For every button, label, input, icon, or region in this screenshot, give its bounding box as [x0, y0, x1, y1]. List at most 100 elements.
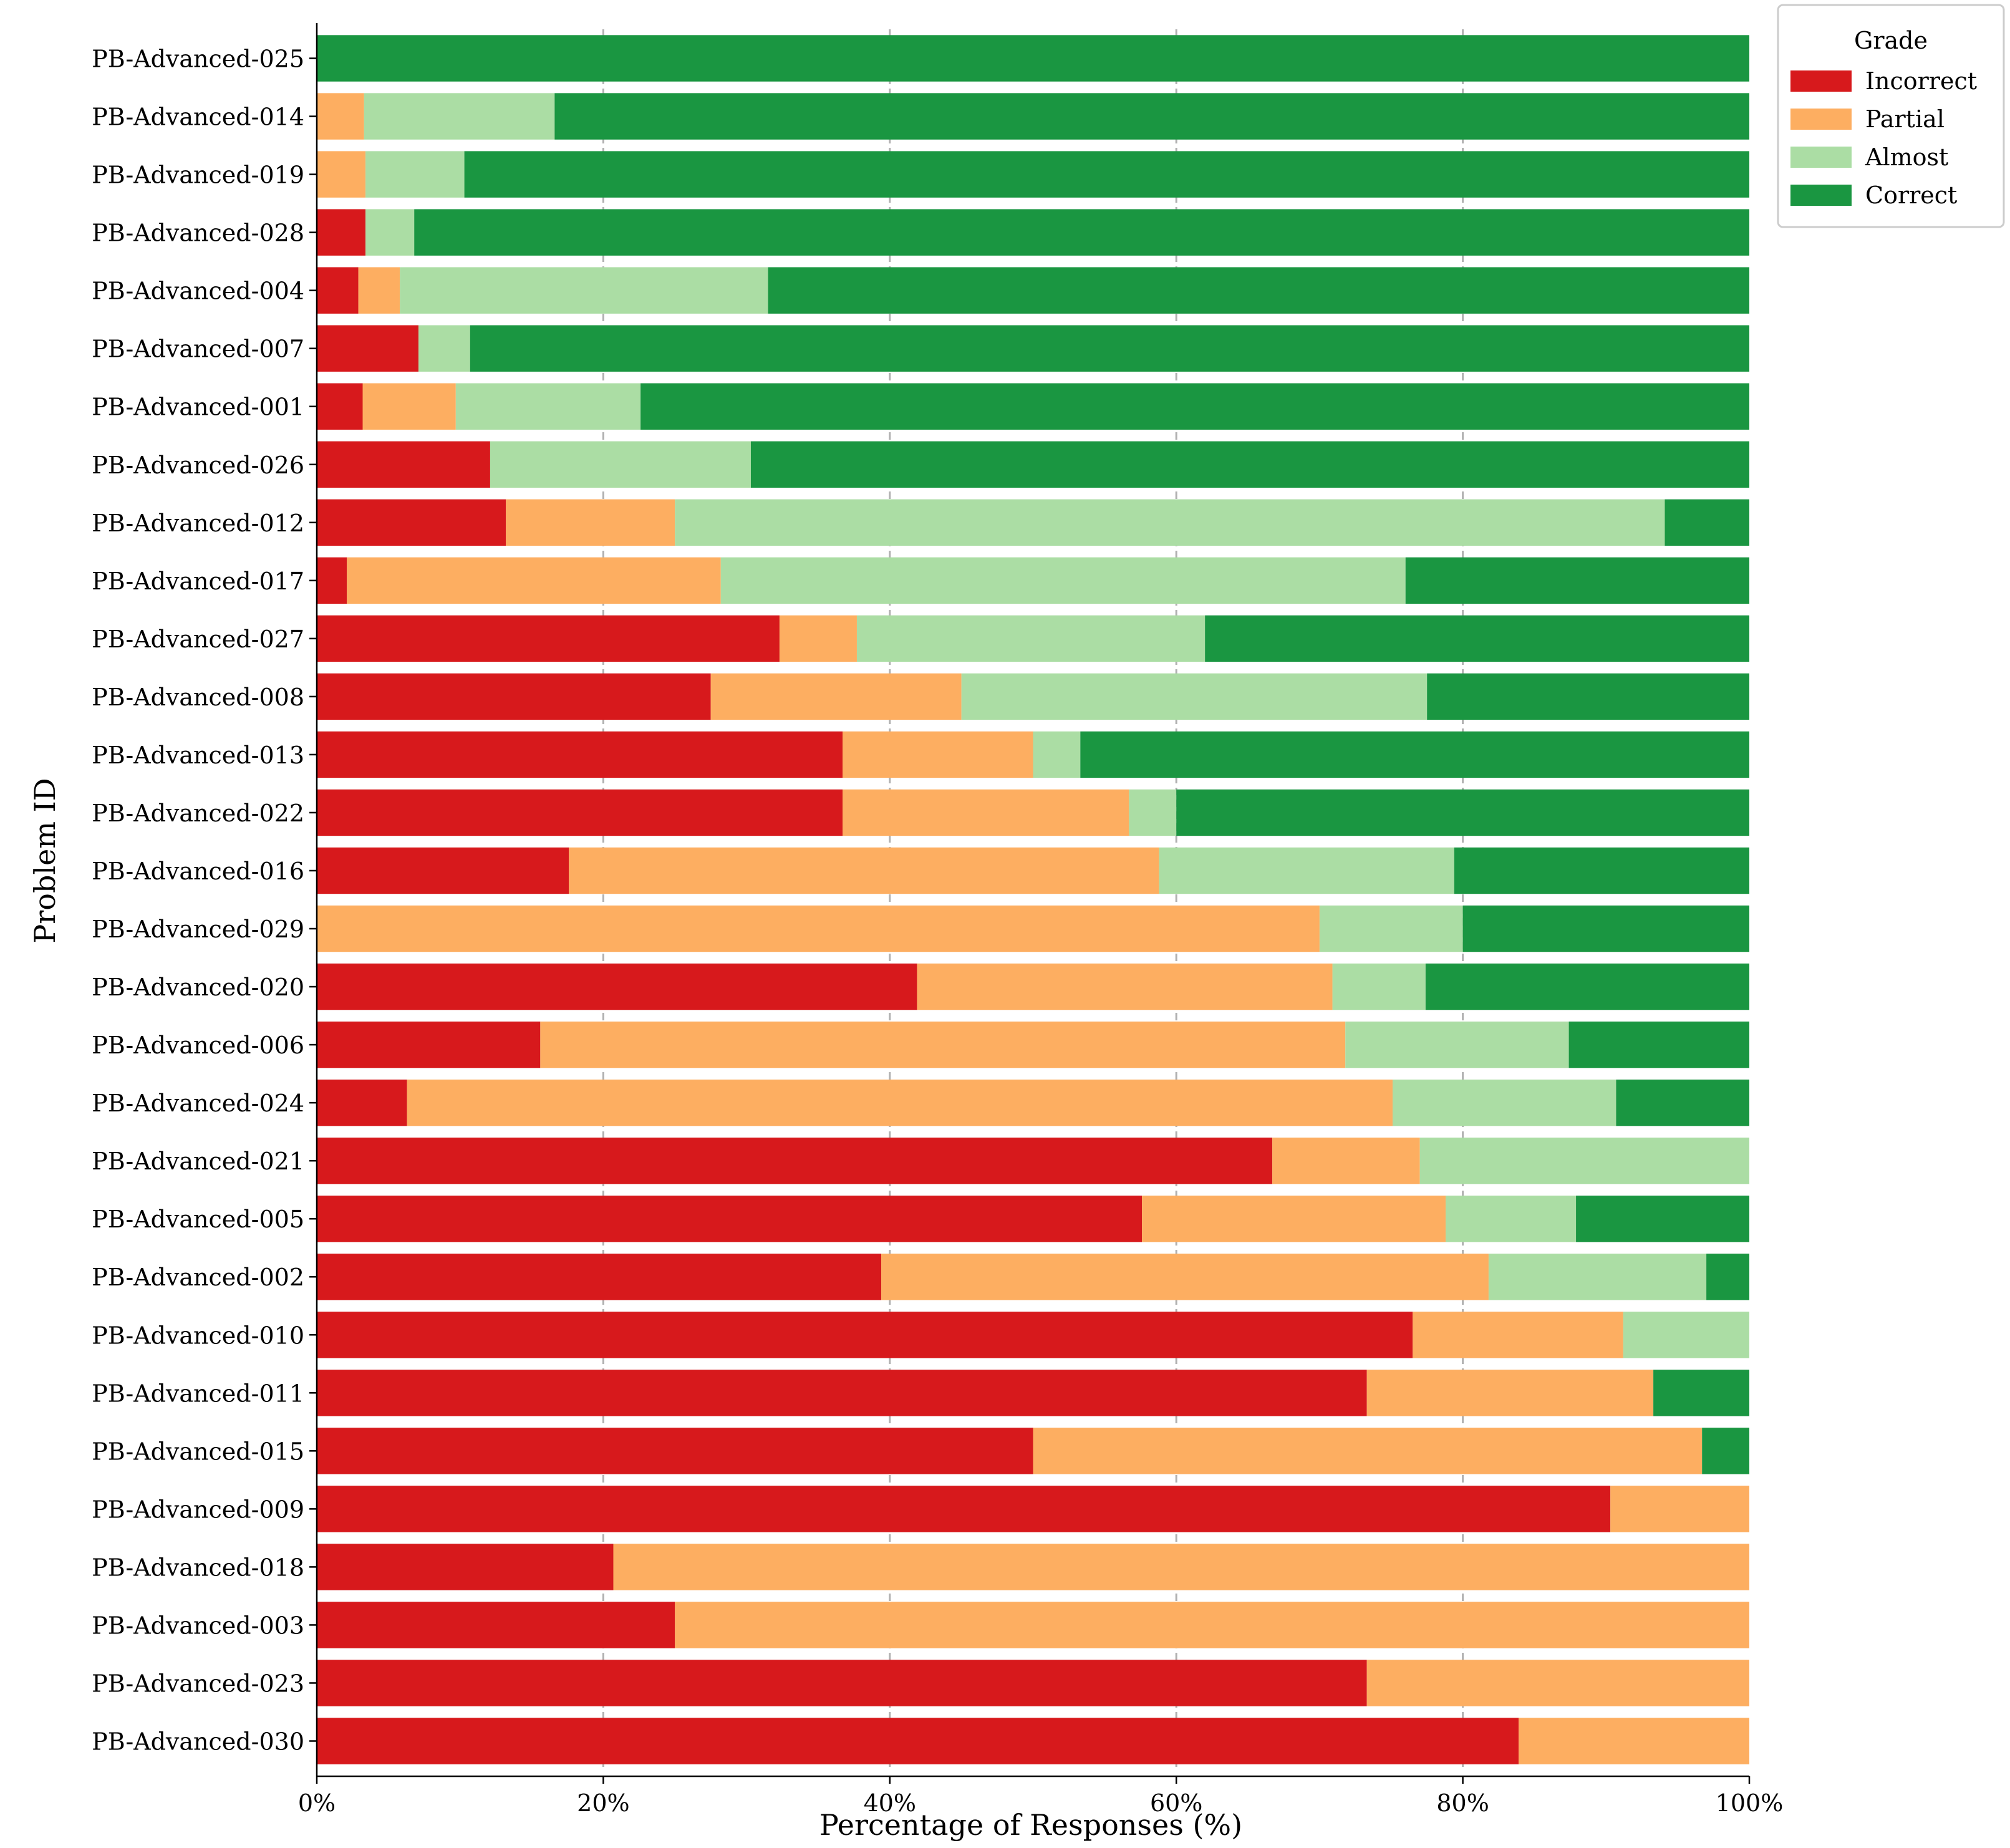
y-tick-label-PB-Advanced-006: PB-Advanced-006: [92, 1032, 304, 1059]
legend: Grade Incorrect Partial Almost Correct: [1777, 4, 2005, 228]
bar-PB-Advanced-022-correct: PB-Advanced-022 Correct: 40%: [1176, 789, 1749, 836]
bar-PB-Advanced-005-incorrect: PB-Advanced-005 Incorrect: 57.6%: [317, 1195, 1143, 1242]
y-axis-title: Problem ID: [28, 778, 62, 943]
bar-PB-Advanced-016-correct: PB-Advanced-016 Correct: 20.6%: [1454, 847, 1749, 894]
y-tick-label-PB-Advanced-025: PB-Advanced-025: [92, 46, 304, 73]
y-tick-label-PB-Advanced-027: PB-Advanced-027: [92, 626, 304, 653]
bar-PB-Advanced-029-correct: PB-Advanced-029 Correct: 20%: [1462, 905, 1749, 952]
bar-PB-Advanced-013-incorrect: PB-Advanced-013 Incorrect: 36.7%: [317, 731, 843, 778]
bar-PB-Advanced-002-partial: PB-Advanced-002 Partial: 42.4%: [881, 1254, 1489, 1300]
y-tick-label-PB-Advanced-024: PB-Advanced-024: [92, 1090, 304, 1117]
bar-PB-Advanced-024-partial: PB-Advanced-024 Partial: 68.8%: [407, 1079, 1393, 1126]
bar-PB-Advanced-019-correct: PB-Advanced-019 Correct: 89.7%: [464, 151, 1749, 198]
legend-swatch-almost: [1790, 147, 1852, 168]
bar-PB-Advanced-010-incorrect: PB-Advanced-010 Incorrect: 76.5%: [317, 1312, 1413, 1358]
bar-PB-Advanced-027-correct: PB-Advanced-027 Correct: 38%: [1205, 615, 1749, 662]
axes: [316, 23, 1749, 1778]
bar-PB-Advanced-007-incorrect: PB-Advanced-007 Incorrect: 7.1%: [317, 325, 419, 372]
bar-PB-Advanced-009-incorrect: PB-Advanced-009 Incorrect: 90.3%: [317, 1486, 1611, 1532]
bar-PB-Advanced-026-incorrect: PB-Advanced-026 Incorrect: 12.1%: [317, 441, 490, 488]
y-tick-label-PB-Advanced-029: PB-Advanced-029: [92, 916, 304, 943]
y-tick-label-PB-Advanced-016: PB-Advanced-016: [92, 858, 304, 885]
bar-PB-Advanced-015-partial: PB-Advanced-015 Partial: 46.7%: [1033, 1428, 1703, 1474]
bar-PB-Advanced-021-incorrect: PB-Advanced-021 Incorrect: 66.7%: [317, 1137, 1273, 1184]
bar-PB-Advanced-004-incorrect: PB-Advanced-004 Incorrect: 2.9%: [317, 267, 359, 314]
bar-PB-Advanced-009-partial: PB-Advanced-009 Partial: 9.7%: [1610, 1486, 1749, 1532]
bar-PB-Advanced-021-almost: PB-Advanced-021 Almost: 23%: [1419, 1137, 1749, 1184]
x-axis-title: Percentage of Responses (%): [819, 1808, 1242, 1842]
bar-PB-Advanced-028-correct: PB-Advanced-028 Correct: 93.2%: [414, 209, 1749, 256]
bar-PB-Advanced-010-partial: PB-Advanced-010 Partial: 14.7%: [1413, 1312, 1623, 1358]
legend-label-almost: Almost: [1865, 143, 1948, 171]
bar-PB-Advanced-002-almost: PB-Advanced-002 Almost: 15.2%: [1488, 1254, 1707, 1300]
x-tick-label-0: 0%: [298, 1789, 336, 1817]
y-tick-label-PB-Advanced-012: PB-Advanced-012: [92, 510, 304, 537]
bar-PB-Advanced-011-correct: PB-Advanced-011 Correct: 6.7%: [1653, 1370, 1749, 1416]
y-tick-label-PB-Advanced-015: PB-Advanced-015: [92, 1438, 304, 1465]
y-tick-label-PB-Advanced-003: PB-Advanced-003: [92, 1612, 304, 1639]
bar-PB-Advanced-012-partial: PB-Advanced-012 Partial: 11.8%: [506, 499, 675, 546]
bar-PB-Advanced-008-correct: PB-Advanced-008 Correct: 22.5%: [1427, 673, 1749, 720]
bar-PB-Advanced-003-incorrect: PB-Advanced-003 Incorrect: 25%: [317, 1602, 675, 1648]
x-tick-labels: 0% 20% 40% 60% 80% 100%: [298, 1776, 1783, 1817]
bar-PB-Advanced-013-partial: PB-Advanced-013 Partial: 13.3%: [842, 731, 1033, 778]
bar-PB-Advanced-005-almost: PB-Advanced-005 Almost: 9.1%: [1446, 1195, 1577, 1242]
bar-PB-Advanced-012-correct: PB-Advanced-012 Correct: 5.9%: [1665, 499, 1749, 546]
y-tick-label-PB-Advanced-019: PB-Advanced-019: [92, 162, 304, 189]
bar-PB-Advanced-020-almost: PB-Advanced-020 Almost: 6.5%: [1332, 963, 1426, 1010]
bar-PB-Advanced-027-almost: PB-Advanced-027 Almost: 24.3%: [856, 615, 1206, 662]
legend-label-correct: Correct: [1865, 181, 1957, 209]
bar-PB-Advanced-025-correct: PB-Advanced-025 Correct: 100%: [317, 35, 1749, 82]
bar-PB-Advanced-001-correct: PB-Advanced-001 Correct: 77.4%: [640, 383, 1749, 430]
bar-PB-Advanced-010-almost: PB-Advanced-010 Almost: 8.8%: [1623, 1312, 1749, 1358]
bar-PB-Advanced-021-partial: PB-Advanced-021 Partial: 10.3%: [1272, 1137, 1420, 1184]
bar-PB-Advanced-008-incorrect: PB-Advanced-008 Incorrect: 27.5%: [317, 673, 711, 720]
bar-PB-Advanced-016-incorrect: PB-Advanced-016 Incorrect: 17.6%: [317, 847, 569, 894]
bar-PB-Advanced-006-correct: PB-Advanced-006 Correct: 12.6%: [1568, 1021, 1749, 1068]
bar-PB-Advanced-027-partial: PB-Advanced-027 Partial: 5.4%: [779, 615, 857, 662]
bar-PB-Advanced-030-partial: PB-Advanced-030 Partial: 16.1%: [1519, 1718, 1749, 1764]
bar-PB-Advanced-029-almost: PB-Advanced-029 Almost: 10%: [1319, 905, 1463, 952]
x-tick-label-60: 60%: [1150, 1789, 1202, 1817]
bar-PB-Advanced-013-correct: PB-Advanced-013 Correct: 46.7%: [1080, 731, 1749, 778]
bar-PB-Advanced-014-partial: PB-Advanced-014 Partial: 3.3%: [317, 93, 364, 140]
bar-PB-Advanced-003-partial: PB-Advanced-003 Partial: 75%: [675, 1602, 1749, 1648]
y-tick-label-PB-Advanced-013: PB-Advanced-013: [92, 742, 304, 769]
x-tick-label-80: 80%: [1436, 1789, 1489, 1817]
y-tick-label-PB-Advanced-010: PB-Advanced-010: [92, 1322, 304, 1349]
y-tick-label-PB-Advanced-009: PB-Advanced-009: [92, 1496, 304, 1523]
y-tick-label-PB-Advanced-018: PB-Advanced-018: [92, 1554, 304, 1581]
bar-PB-Advanced-019-almost: PB-Advanced-019 Almost: 6.9%: [365, 151, 465, 198]
y-tick-labels: PB-Advanced-025 PB-Advanced-014 PB-Advance…: [92, 46, 317, 1755]
y-tick-label-PB-Advanced-001: PB-Advanced-001: [92, 394, 304, 421]
bar-PB-Advanced-007-correct: PB-Advanced-007 Correct: 89.3%: [470, 325, 1749, 372]
bar-PB-Advanced-005-partial: PB-Advanced-005 Partial: 21.2%: [1142, 1195, 1446, 1242]
bar-PB-Advanced-004-partial: PB-Advanced-004 Partial: 2.9%: [358, 267, 400, 314]
y-tick-label-PB-Advanced-020: PB-Advanced-020: [92, 974, 304, 1001]
y-tick-label-PB-Advanced-004: PB-Advanced-004: [92, 278, 304, 305]
bar-PB-Advanced-015-correct: PB-Advanced-015 Correct: 3.3%: [1702, 1428, 1749, 1474]
bars: PB-Advanced-025 Correct: 100% PB-Advanced…: [317, 35, 1749, 1764]
y-tick-label-PB-Advanced-007: PB-Advanced-007: [92, 336, 304, 363]
bar-PB-Advanced-018-incorrect: PB-Advanced-018 Incorrect: 20.7%: [317, 1544, 614, 1590]
y-tick-label-PB-Advanced-014: PB-Advanced-014: [92, 104, 304, 131]
bar-PB-Advanced-011-partial: PB-Advanced-011 Partial: 20%: [1366, 1370, 1654, 1416]
y-tick-label-PB-Advanced-017: PB-Advanced-017: [92, 568, 304, 595]
bar-PB-Advanced-026-almost: PB-Advanced-026 Almost: 18.2%: [490, 441, 751, 488]
bar-PB-Advanced-020-partial: PB-Advanced-020 Partial: 29%: [917, 963, 1333, 1010]
legend-title: Grade: [1854, 27, 1928, 54]
bar-PB-Advanced-012-incorrect: PB-Advanced-012 Incorrect: 13.2%: [317, 499, 506, 546]
bar-PB-Advanced-004-correct: PB-Advanced-004 Correct: 68.5%: [768, 267, 1749, 314]
grid-lines: [602, 29, 1464, 1770]
y-tick-label-PB-Advanced-005: PB-Advanced-005: [92, 1206, 304, 1233]
bar-PB-Advanced-006-almost: PB-Advanced-006 Almost: 15.6%: [1345, 1021, 1569, 1068]
legend-label-incorrect: Incorrect: [1865, 67, 1977, 95]
y-tick-label-PB-Advanced-023: PB-Advanced-023: [92, 1670, 304, 1697]
bar-PB-Advanced-020-incorrect: PB-Advanced-020 Incorrect: 41.9%: [317, 963, 917, 1010]
bar-PB-Advanced-017-correct: PB-Advanced-017 Correct: 24%: [1405, 557, 1749, 604]
y-tick-label-PB-Advanced-022: PB-Advanced-022: [92, 800, 304, 827]
bar-PB-Advanced-002-incorrect: PB-Advanced-002 Incorrect: 39.4%: [317, 1254, 882, 1300]
y-tick-label-PB-Advanced-026: PB-Advanced-026: [92, 452, 304, 479]
